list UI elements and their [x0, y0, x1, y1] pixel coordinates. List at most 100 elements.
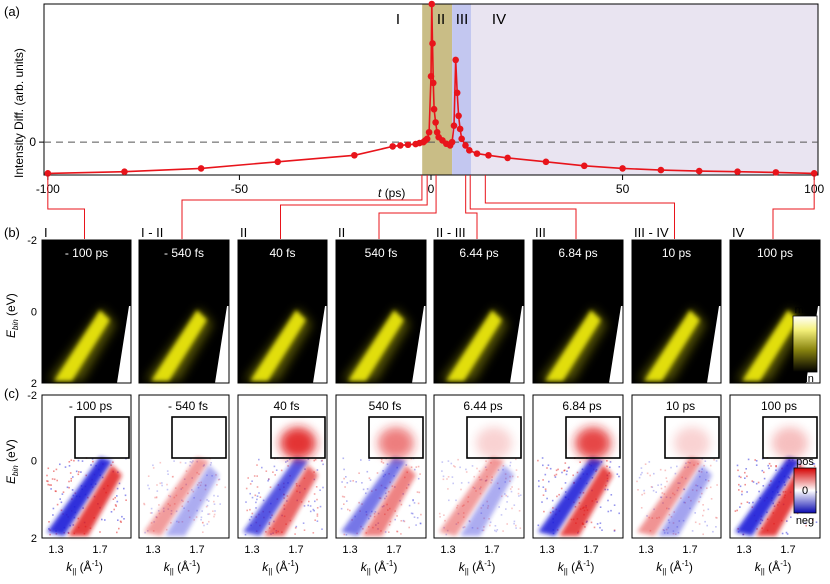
- diff-speckle: [358, 472, 360, 474]
- diff-speckle: [445, 533, 448, 536]
- spectrum-time-label: 6.84 ps: [558, 246, 597, 260]
- diff-speckle: [564, 462, 567, 464]
- diff-speckle: [591, 477, 594, 479]
- diff-speckle: [268, 521, 271, 524]
- spectrum-region-label: II - III: [436, 225, 466, 240]
- data-point-43: [772, 169, 780, 176]
- diff-speckle: [110, 511, 113, 513]
- diff-x-tick-label: 1.3: [48, 544, 63, 556]
- diff-speckle: [209, 464, 212, 466]
- region-label-4: IV: [492, 11, 506, 28]
- panel-label-a: (a): [4, 4, 20, 19]
- time-marker-connector-2: [181, 175, 423, 239]
- diff-speckle: [601, 529, 603, 531]
- diff-speckle: [66, 486, 69, 489]
- diff-speckle: [638, 476, 641, 479]
- diff-speckle: [664, 469, 667, 472]
- diff-speckle: [117, 519, 119, 521]
- diff-speckle: [565, 473, 568, 476]
- diff-speckle: [636, 480, 638, 483]
- diff-speckle: [548, 480, 550, 483]
- diff-x-tick-label: 1.3: [440, 544, 455, 556]
- momentum-axis-label: k|| (Å-1): [262, 559, 299, 576]
- diff-speckle: [73, 459, 75, 462]
- diff-panel-2: - 540 fs 1.3 1.7 k|| (Å-1): [138, 394, 230, 576]
- diff-speckle: [85, 474, 87, 477]
- diff-speckle: [582, 492, 585, 494]
- diff-speckle: [316, 498, 318, 501]
- diff-speckle: [419, 522, 422, 525]
- diff-speckle: [441, 470, 443, 472]
- diff-speckle: [116, 500, 119, 503]
- diff-speckle: [82, 507, 84, 509]
- diff-speckle: [253, 475, 256, 477]
- diff-speckle: [352, 480, 354, 482]
- diff-band-upper: [538, 457, 603, 536]
- data-point-31: [458, 135, 465, 143]
- x-tick-label: 0: [428, 182, 435, 196]
- diff-speckle: [465, 471, 468, 473]
- diff-speckle: [790, 516, 792, 518]
- diff-speckle: [77, 517, 80, 520]
- y-axis-ticks: 0: [29, 135, 44, 149]
- diff-speckle: [366, 470, 369, 473]
- spectrum-time-label: 10 ps: [662, 246, 691, 260]
- diff-speckle: [767, 464, 769, 467]
- diff-speckle: [344, 486, 346, 488]
- diff-speckle: [515, 469, 518, 471]
- diff-speckle: [159, 461, 162, 464]
- diff-speckle: [319, 505, 322, 508]
- diff-speckle: [343, 496, 346, 498]
- diff-band-upper: [637, 457, 702, 536]
- diff-speckle: [599, 526, 601, 529]
- diff-speckle: [59, 498, 61, 500]
- diff-speckle: [471, 465, 474, 467]
- diff-speckle: [701, 492, 703, 495]
- diff-speckle: [400, 533, 402, 535]
- diff-speckle: [343, 468, 345, 471]
- colorbar-min-label: min: [796, 373, 814, 385]
- diff-colorbar-bar: [793, 467, 817, 514]
- diff-speckle: [113, 508, 115, 511]
- diff-speckle: [213, 515, 215, 518]
- diff-speckle: [670, 466, 672, 469]
- diff-speckle: [343, 533, 346, 536]
- diff-speckle: [417, 465, 420, 468]
- time-marker-connector-8: [772, 175, 815, 239]
- diff-speckle: [50, 488, 52, 490]
- diff-speckle: [358, 501, 360, 504]
- diff-speckle: [92, 460, 94, 463]
- diff-speckle: [64, 466, 67, 468]
- diff-speckle: [173, 460, 175, 462]
- diff-speckle: [746, 501, 749, 503]
- diff-speckle: [265, 531, 267, 533]
- diff-x-tick-label: 1.7: [484, 544, 499, 556]
- spectrum-time-label: 100 ps: [757, 246, 793, 260]
- diff-speckle: [316, 507, 319, 509]
- diff-speckle: [320, 460, 323, 462]
- diff-speckle: [478, 470, 481, 472]
- diff-panel-4: 540 fs 1.3 1.7 k|| (Å-1): [335, 394, 427, 576]
- diff-speckle: [168, 494, 170, 497]
- diff-speckle: [48, 528, 50, 530]
- diff-speckle: [593, 526, 596, 529]
- data-point-7: [404, 141, 412, 149]
- diff-speckle: [156, 484, 158, 486]
- diff-speckle: [256, 475, 258, 477]
- colorbar-neg-label: neg: [796, 515, 814, 527]
- diff-speckle: [341, 495, 344, 498]
- diff-speckle: [738, 489, 740, 491]
- diff-speckle: [68, 480, 70, 483]
- diff-speckle: [206, 499, 208, 501]
- diff-speckle: [606, 488, 609, 491]
- diff-speckle: [541, 501, 543, 503]
- diff-speckle: [546, 497, 548, 500]
- diff-speckle: [497, 469, 500, 471]
- diff-speckle: [546, 467, 548, 469]
- diff-speckle: [739, 506, 741, 508]
- diff-speckle: [538, 480, 540, 482]
- diff-speckle: [346, 482, 349, 484]
- diff-speckle: [202, 521, 204, 524]
- time-marker-connector-4: [378, 175, 437, 239]
- diff-panel-1: - 100 ps 1.3 1.7 k|| (Å-1): [41, 394, 132, 576]
